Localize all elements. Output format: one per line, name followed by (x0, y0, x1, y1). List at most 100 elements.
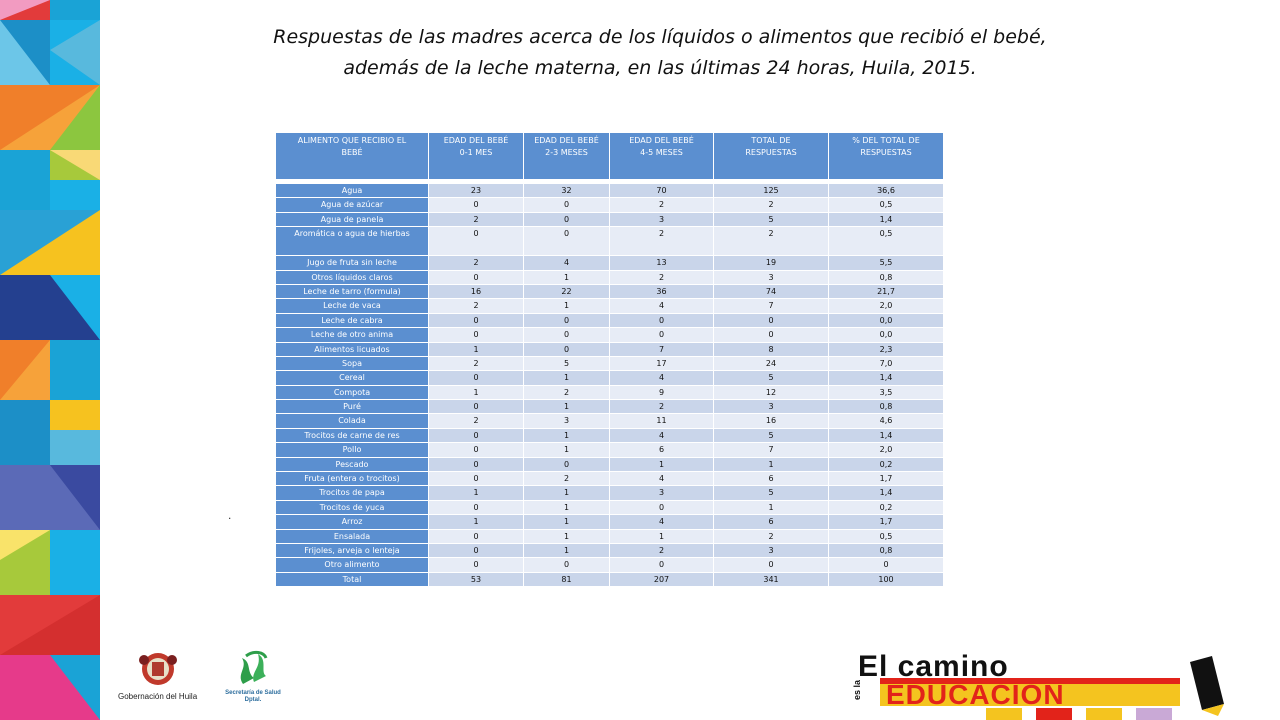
value-cell: 1 (609, 528, 714, 544)
value-cell: 341 (713, 571, 829, 588)
value-cell: 1,4 (828, 370, 944, 386)
value-cell: 0,8 (828, 399, 944, 415)
value-cell: 7 (713, 298, 829, 314)
value-cell: 1 (713, 456, 829, 473)
value-cell: 2 (428, 211, 524, 228)
value-cell: 16 (428, 283, 524, 300)
gobernacion-caption: Gobernación del Huila (118, 692, 198, 701)
value-cell: 2,0 (828, 442, 944, 458)
value-cell: 0 (428, 542, 524, 559)
value-cell: 5,5 (828, 255, 944, 271)
food-label-cell: Trocitos de yuca (275, 499, 429, 516)
header-age-0-1: EDAD DEL BEBÉ 0-1 MES (428, 132, 524, 180)
header-food: ALIMENTO QUE RECIBIO EL BEBÉ (275, 132, 429, 180)
value-cell: 0,0 (828, 312, 944, 329)
food-label-cell: Cereal (275, 370, 429, 386)
value-cell: 0 (523, 211, 610, 228)
page-title-line-2: además de la leche materna, en las últim… (343, 57, 977, 79)
value-cell: 11 (609, 413, 714, 429)
table-row: Otro alimento 0 0 0 0 0 (275, 557, 944, 573)
value-cell: 0 (428, 557, 524, 573)
value-cell: 0,0 (828, 327, 944, 343)
food-label-cell: Puré (275, 399, 429, 415)
value-cell: 2 (609, 197, 714, 213)
header-age-2-3: EDAD DEL BEBÉ 2-3 MESES (523, 132, 610, 180)
value-cell: 0 (713, 312, 829, 329)
table-row: Colada 2 3 11 16 4,6 (275, 413, 944, 429)
value-cell: 32 (523, 182, 610, 199)
food-label-cell: Alimentos licuados (275, 341, 429, 357)
value-cell: 5 (713, 427, 829, 444)
value-cell: 4 (609, 298, 714, 314)
food-label-cell: Trocitos de papa (275, 485, 429, 501)
value-cell: 4 (523, 255, 610, 271)
value-cell: 3 (609, 211, 714, 228)
value-cell: 0 (428, 499, 524, 516)
food-label-cell: Agua de azúcar (275, 197, 429, 213)
value-cell: 7 (609, 341, 714, 357)
value-cell: 24 (713, 355, 829, 372)
food-label-cell: Arroz (275, 514, 429, 530)
table-row: Otros líquidos claros 0 1 2 3 0,8 (275, 269, 944, 285)
value-cell: 12 (713, 384, 829, 401)
value-cell: 1 (523, 542, 610, 559)
value-cell: 4 (609, 427, 714, 444)
value-cell: 9 (609, 384, 714, 401)
value-cell: 1 (523, 514, 610, 530)
value-cell: 5 (523, 355, 610, 372)
value-cell: 0,5 (828, 226, 944, 257)
table-row: Leche de cabra 0 0 0 0 0,0 (275, 312, 944, 329)
value-cell: 0 (428, 471, 524, 487)
table-row: Pescado 0 0 1 1 0,2 (275, 456, 944, 473)
value-cell: 1 (523, 427, 610, 444)
table-row: Total 53 81 207 341 100 (275, 571, 944, 588)
value-cell: 2 (523, 384, 610, 401)
table-row: Alimentos licuados 1 0 7 8 2,3 (275, 341, 944, 357)
value-cell: 2 (609, 399, 714, 415)
table-row: Trocitos de carne de res 0 1 4 5 1,4 (275, 427, 944, 444)
table-row: Trocitos de yuca 0 1 0 1 0,2 (275, 499, 944, 516)
value-cell: 2 (713, 197, 829, 213)
value-cell: 2 (523, 471, 610, 487)
value-cell: 0,8 (828, 542, 944, 559)
value-cell: 0 (428, 327, 524, 343)
value-cell: 1,4 (828, 211, 944, 228)
header-age-4-5: EDAD DEL BEBÉ 4-5 MESES (609, 132, 714, 180)
el-camino-educacion-logo-icon: El camino es la EDUCACIÓN (840, 640, 1240, 720)
food-label-cell: Trocitos de carne de res (275, 427, 429, 444)
value-cell: 3 (713, 399, 829, 415)
value-cell: 22 (523, 283, 610, 300)
value-cell: 81 (523, 571, 610, 588)
value-cell: 2,3 (828, 341, 944, 357)
value-cell: 1 (523, 528, 610, 544)
value-cell: 4 (609, 514, 714, 530)
table-row: Trocitos de papa 1 1 3 5 1,4 (275, 485, 944, 501)
value-cell: 0 (713, 557, 829, 573)
value-cell: 1 (428, 485, 524, 501)
food-label-cell: Jugo de fruta sin leche (275, 255, 429, 271)
value-cell: 23 (428, 182, 524, 199)
table-row: Agua 23 32 70 125 36,6 (275, 182, 944, 199)
value-cell: 1 (523, 442, 610, 458)
value-cell: 207 (609, 571, 714, 588)
value-cell: 0,5 (828, 528, 944, 544)
value-cell: 0 (609, 327, 714, 343)
value-cell: 3 (523, 413, 610, 429)
table-row: Compota 1 2 9 12 3,5 (275, 384, 944, 401)
value-cell: 5 (713, 485, 829, 501)
value-cell: 0,2 (828, 499, 944, 516)
table-row: Leche de tarro (formula) 16 22 36 74 21,7 (275, 283, 944, 300)
value-cell: 0 (523, 341, 610, 357)
value-cell: 3 (713, 542, 829, 559)
brand-prefix: es la (852, 679, 862, 700)
value-cell: 1,7 (828, 514, 944, 530)
value-cell: 2 (609, 542, 714, 559)
food-label-cell: Pescado (275, 456, 429, 473)
value-cell: 0 (713, 327, 829, 343)
value-cell: 2 (609, 226, 714, 257)
value-cell: 2 (609, 269, 714, 285)
food-label-cell: Aromática o agua de hierbas (275, 226, 429, 257)
value-cell: 1,7 (828, 471, 944, 487)
value-cell: 6 (609, 442, 714, 458)
value-cell: 36,6 (828, 182, 944, 199)
